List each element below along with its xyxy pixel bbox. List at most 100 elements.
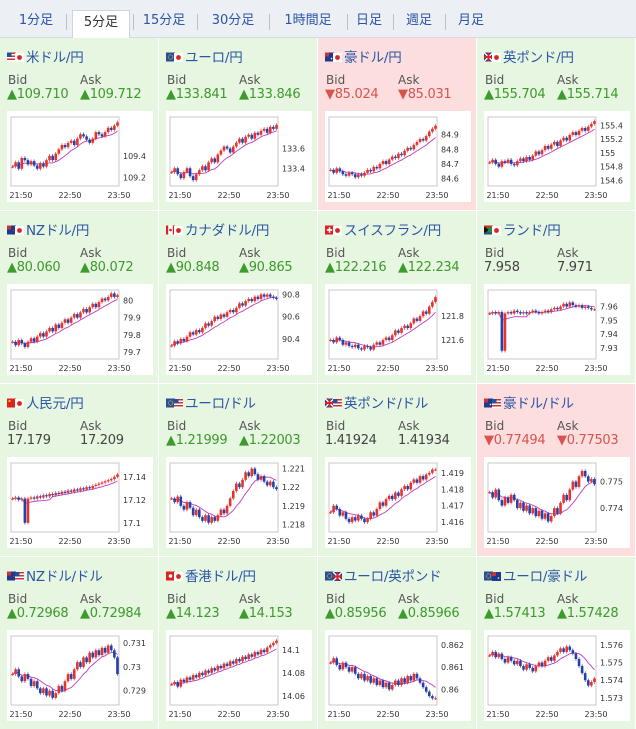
chart-svg: 7.96 7.95 7.94 7.93 21:50 22:50 23:50 (486, 289, 618, 373)
tab-3[interactable]: 15分足 (142, 13, 186, 28)
candle-body (375, 678, 379, 685)
pair-link[interactable]: 英ポンド/円 (484, 46, 574, 66)
candle-body (210, 158, 213, 163)
candle-body (431, 128, 434, 132)
mini-candle-chart[interactable]: 17.14 17.12 17.1 21:50 22:50 23:50 (7, 457, 153, 548)
x-tick-label: 22:50 (58, 537, 81, 546)
candle-body (412, 479, 416, 483)
pair-link[interactable]: ユーロ/英ポンド (325, 565, 442, 585)
rate-card[interactable]: 英ポンド/円 Bid Ask ▲155.704 ▲155.714 155.4 155.2 15… (477, 38, 636, 211)
candle-body (593, 478, 596, 485)
mini-candle-chart[interactable]: 121.8 121.6 21:50 22:50 23:50 (325, 284, 471, 375)
candle-body (57, 685, 61, 694)
pair-link[interactable]: 豪ドル/円 (325, 46, 402, 66)
candle-body (360, 174, 363, 176)
candle-body (562, 137, 565, 141)
rate-card[interactable]: 英ポンド/ドル Bid Ask 1.41924 1.41934 1.419 1.418 1.4… (318, 384, 477, 557)
candle-body (406, 325, 409, 329)
y-tick-label: 121.8 (441, 312, 464, 321)
candle-body (366, 169, 369, 173)
candle-body (427, 131, 431, 137)
candle-body (42, 333, 45, 337)
pair-link[interactable]: スイスフラン/円 (325, 219, 441, 239)
x-tick-label: 23:50 (107, 710, 130, 719)
candle-body (57, 492, 61, 495)
pair-link[interactable]: NZドル/円 (7, 219, 89, 239)
pair-link[interactable]: カナダドル/円 (166, 219, 269, 239)
rate-card[interactable]: ユーロ/英ポンド Bid Ask ▲0.85956 ▲0.85966 0.862 0.861… (318, 557, 477, 729)
x-tick-label: 21:50 (486, 364, 509, 373)
rate-card[interactable]: 人民元/円 Bid Ask 17.179 17.209 17.14 17.12 17.1 21:… (0, 384, 159, 557)
rate-card[interactable]: ユーロ/円 Bid Ask ▲133.841 ▲133.846 133.6 133.4 21:… (159, 38, 318, 211)
tab-7[interactable]: 週足 (405, 13, 432, 28)
mini-candle-chart[interactable]: 84.9 84.8 84.7 84.6 21:50 22:50 23:50 (325, 111, 471, 202)
mini-candle-chart[interactable]: 90.8 90.6 90.4 21:50 22:50 23:50 (166, 284, 312, 375)
candle-body (11, 341, 14, 343)
candle-body (418, 139, 422, 142)
candle-body (20, 498, 24, 500)
pair-link[interactable]: ユーロ/豪ドル (484, 565, 587, 585)
candle-body (590, 478, 593, 482)
mini-candle-chart[interactable]: 1.221 1.22 1.219 1.218 21:50 22:50 23:50 (166, 457, 312, 548)
pair-link[interactable]: 人民元/円 (7, 392, 84, 412)
rate-card[interactable]: NZドル/ドル Bid Ask ▲0.72968 ▲0.72984 0.731 0.73 0.… (0, 557, 159, 729)
tab-separator (132, 14, 134, 30)
mini-candle-chart[interactable]: 80 79.9 79.8 79.7 21:50 22:50 23:50 (7, 284, 153, 375)
mini-candle-chart[interactable]: 1.576 1.575 1.574 1.573 21:50 22:50 23:50 (484, 630, 630, 721)
candle-body (409, 323, 413, 329)
pair-name: 香港ドル/円 (185, 569, 256, 585)
rate-card[interactable]: NZドル/円 Bid Ask ▲80.060 ▲80.072 80 79.9 79.8 79.7… (0, 211, 159, 384)
tab-2[interactable]: 5分足 (72, 10, 130, 38)
pair-link[interactable]: ユーロ/円 (166, 46, 243, 66)
candle-body (543, 513, 547, 519)
x-tick-label: 23:50 (425, 364, 448, 373)
mini-candle-chart[interactable]: 0.862 0.861 0.86 21:50 22:50 23:50 (325, 630, 471, 721)
candle-body (256, 296, 260, 299)
pair-link[interactable]: ユーロ/ドル (166, 392, 256, 412)
candle-body (216, 154, 220, 163)
tab-6[interactable]: 日足 (355, 13, 382, 28)
rate-card[interactable]: カナダドル/円 Bid Ask ▲90.848 ▲90.865 90.8 90.6 90.4 2… (159, 211, 318, 384)
candle-body (198, 170, 201, 175)
rate-card[interactable]: 豪ドル/ドル Bid Ask ▼0.77494 ▼0.77503 0.775 0.774 21… (477, 384, 636, 557)
pair-link[interactable]: 香港ドル/円 (166, 565, 256, 585)
mini-candle-chart[interactable]: 0.775 0.774 21:50 22:50 23:50 (484, 457, 630, 548)
currency-flag-icon (325, 224, 343, 236)
candle-body (191, 675, 195, 680)
candle-body (574, 481, 578, 487)
rate-card[interactable]: ユーロ/豪ドル Bid Ask ▲1.57413 ▲1.57428 1.576 1.575 1… (477, 557, 636, 729)
rate-card[interactable]: ランド/円 Bid Ask 7.958 7.971 7.96 7.95 7.94 7.93 21:… (477, 211, 636, 384)
candle-body (235, 659, 238, 664)
candle-body (265, 647, 269, 653)
candle-body (241, 303, 244, 306)
tab-1[interactable]: 1分足 (18, 13, 54, 28)
mini-candle-chart[interactable]: 109.4 109.2 21:50 22:50 23:50 (7, 111, 153, 202)
rate-card[interactable]: 米ドル/円 Bid Ask ▲109.710 ▲109.712 109.4 109.2 21:… (0, 38, 159, 211)
mini-candle-chart[interactable]: 7.96 7.95 7.94 7.93 21:50 22:50 23:50 (484, 284, 630, 375)
mini-candle-chart[interactable]: 133.6 133.4 21:50 22:50 23:50 (166, 111, 312, 202)
rate-card[interactable]: ユーロ/ドル Bid Ask ▲1.21999 ▲1.22003 1.221 1.22 1.2… (159, 384, 318, 557)
pair-link[interactable]: 英ポンド/ドル (325, 392, 428, 412)
rate-card[interactable]: 香港ドル/円 Bid Ask ▲14.123 ▲14.153 14.1 14.08 14.06… (159, 557, 318, 729)
pair-link[interactable]: ランド/円 (484, 219, 561, 239)
rate-card[interactable]: 豪ドル/円 Bid Ask ▼85.024 ▼85.031 84.9 84.8 84.7 84.… (318, 38, 477, 211)
pair-link[interactable]: NZドル/ドル (7, 565, 103, 585)
candle-body (549, 657, 553, 661)
candle-body (116, 122, 119, 126)
pair-link[interactable]: 豪ドル/ドル (484, 392, 574, 412)
candle-body (103, 647, 107, 653)
x-tick-label: 22:50 (376, 537, 399, 546)
pair-link[interactable]: 米ドル/円 (7, 46, 84, 66)
pair-name: 人民元/円 (26, 396, 84, 412)
mini-candle-chart[interactable]: 14.1 14.08 14.06 21:50 22:50 23:50 (166, 630, 312, 721)
tab-4[interactable]: 30分足 (211, 13, 255, 28)
candle-body (335, 505, 339, 509)
rate-card[interactable]: スイスフラン/円 Bid Ask ▲122.216 ▲122.234 121.8 121.6… (318, 211, 477, 384)
candle-body (100, 298, 104, 303)
tab-5[interactable]: 1時間足 (284, 13, 332, 28)
mini-candle-chart[interactable]: 155.4 155.2 155 154.8 154.6 21:50 22:50 23:50 (484, 111, 630, 202)
mini-candle-chart[interactable]: 0.731 0.73 0.729 21:50 22:50 23:50 (7, 630, 153, 721)
mini-candle-chart[interactable]: 1.419 1.418 1.417 1.416 21:50 22:50 23:50 (325, 457, 471, 548)
candle-body (109, 293, 113, 297)
tab-8[interactable]: 月足 (457, 13, 484, 28)
